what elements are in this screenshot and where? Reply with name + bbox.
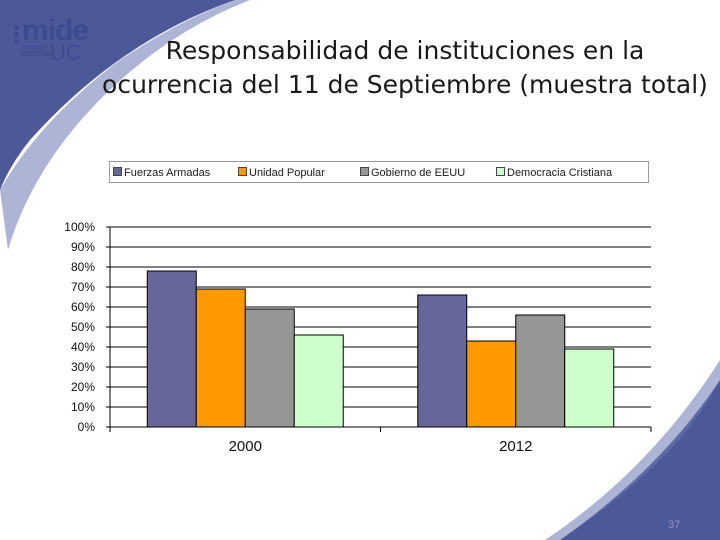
legend-swatch [496, 167, 505, 176]
bar-gobierno-de-eeuu-2000 [244, 308, 295, 428]
y-tick-label: 0% [78, 420, 96, 434]
legend-label: Gobierno de EEUU [371, 167, 466, 179]
mide-uc-logo: mide CENTRO MEDICIÓN UC [10, 12, 90, 65]
bar-gobierno-de-eeuu-2012 [515, 314, 566, 428]
legend-item-fuerzas-armadas: Fuerzas Armadas [113, 167, 210, 179]
logo-dots-icon [14, 25, 19, 46]
y-tick-label: 70% [71, 280, 95, 294]
legend-swatch [360, 167, 369, 176]
y-tick-label: 40% [71, 340, 95, 354]
y-tick-label: 20% [71, 380, 95, 394]
logo-tagline-2: MEDICIÓN [21, 52, 51, 58]
y-tick-label: 10% [71, 400, 95, 414]
y-tick-label: 90% [71, 240, 95, 254]
legend-item-gobierno-eeuu: Gobierno de EEUU [360, 167, 465, 179]
legend-swatch [238, 167, 247, 176]
bar-democracia-cristiana-2012 [564, 348, 615, 428]
legend-item-unidad-popular: Unidad Popular [238, 167, 325, 179]
logo-tagline: CENTRO MEDICIÓN [21, 46, 51, 58]
x-tick-label: 2000 [229, 438, 262, 455]
bar-unidad-popular-2000 [195, 288, 246, 428]
legend-item-democracia-cristiana: Democracia Cristiana [496, 167, 612, 179]
legend-swatch [113, 167, 122, 176]
y-tick-label: 60% [71, 300, 95, 314]
legend-label: Fuerzas Armadas [124, 167, 211, 179]
bar-fuerzas-armadas-2012 [417, 294, 468, 428]
y-tick-label: 80% [71, 260, 95, 274]
bar-fuerzas-armadas-2000 [146, 270, 197, 428]
legend-label: Democracia Cristiana [507, 167, 613, 179]
logo-sub: UC [50, 40, 82, 65]
bar-democracia-cristiana-2000 [293, 334, 344, 428]
chart-legend: Fuerzas Armadas Unidad Popular Gobierno … [109, 161, 649, 183]
y-tick-label: 100% [64, 220, 95, 234]
slide-page-number: 37 [668, 519, 681, 531]
logo-tagline-1: CENTRO [21, 46, 47, 52]
x-tick-label: 2012 [499, 438, 532, 455]
logo-brand: mide [22, 14, 89, 47]
legend-label: Unidad Popular [249, 167, 325, 179]
y-tick-label: 50% [71, 320, 95, 334]
bar-unidad-popular-2012 [466, 340, 517, 428]
y-tick-label: 30% [71, 360, 95, 374]
slide-title: Responsabilidad de instituciones en la o… [102, 36, 708, 99]
